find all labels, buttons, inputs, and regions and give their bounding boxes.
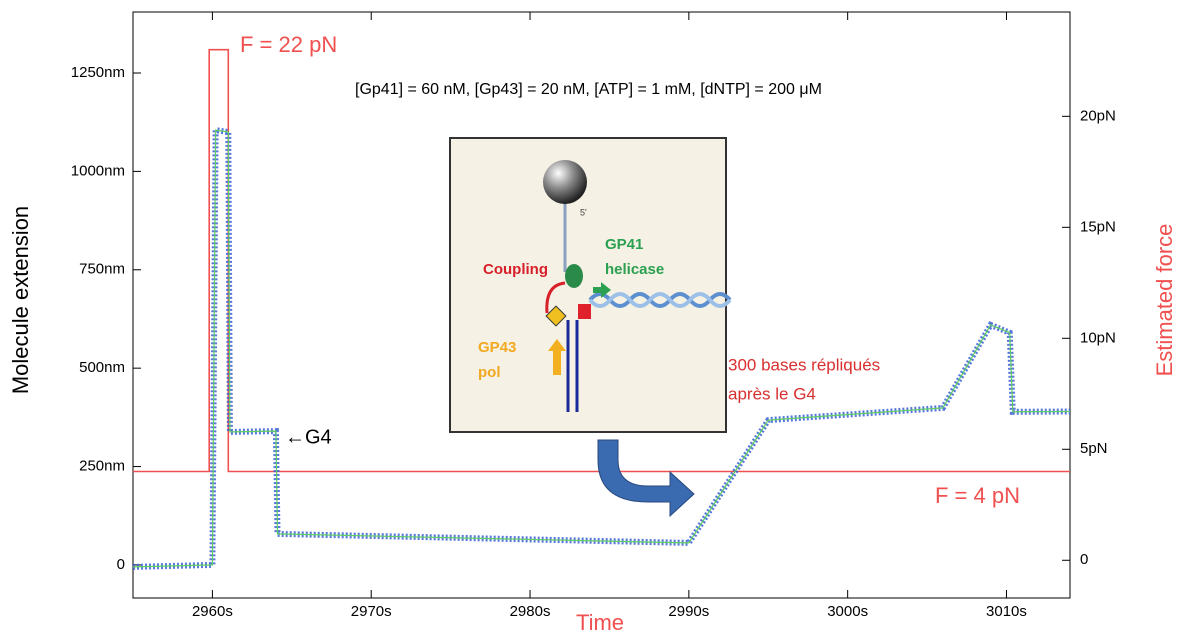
pol-arrow bbox=[548, 339, 566, 375]
y-tick-label: 1250nm bbox=[71, 64, 125, 81]
plot-frame bbox=[132, 11, 1071, 599]
polymerase bbox=[545, 305, 567, 327]
x-tick-label: 2960s bbox=[192, 603, 233, 620]
inset-label: helicase bbox=[605, 261, 664, 278]
bead bbox=[543, 160, 587, 204]
y-tick-label: 1000nm bbox=[71, 162, 125, 179]
x-tick-label: 2970s bbox=[351, 603, 392, 620]
y2-axis-title: Estimated force bbox=[1152, 224, 1177, 377]
x-tick-label: 2980s bbox=[510, 603, 551, 620]
y2-tick-label: 20pN bbox=[1080, 107, 1116, 124]
y-tick-label: 0 bbox=[117, 556, 125, 573]
helix bbox=[588, 292, 732, 308]
y-tick-label: 500nm bbox=[79, 359, 125, 376]
inset: 5' Coupling GP41 helicase GP43 pol bbox=[449, 137, 732, 433]
y2-tick-label: 0 bbox=[1080, 551, 1088, 568]
x-axis-title: Time bbox=[576, 610, 624, 635]
annotation: F = 22 pN bbox=[240, 32, 337, 57]
y-tick-label: 250nm bbox=[79, 458, 125, 475]
helix bbox=[588, 292, 732, 308]
annotation: après le G4 bbox=[728, 384, 816, 403]
inset-label: GP43 bbox=[478, 339, 516, 356]
inset-label: pol bbox=[478, 364, 501, 381]
helicase bbox=[565, 264, 583, 288]
series-line bbox=[132, 129, 1071, 568]
inset-label: Coupling bbox=[483, 261, 548, 278]
curved-arrow bbox=[597, 439, 695, 518]
coupling-link bbox=[545, 281, 566, 314]
inset-label: 5' bbox=[580, 207, 587, 217]
x-tick-label: 2990s bbox=[668, 603, 709, 620]
x-tick-label: 3010s bbox=[986, 603, 1027, 620]
y2-tick-label: 10pN bbox=[1080, 329, 1116, 346]
annotation: ←G4 bbox=[285, 426, 332, 448]
y2-tick-label: 15pN bbox=[1080, 218, 1116, 235]
annotation: [Gp41] = 60 nM, [Gp43] = 20 nM, [ATP] = … bbox=[355, 81, 822, 98]
y-axis-title: Molecule extension bbox=[8, 206, 33, 394]
plot: 2960s 2970s 2980s 2990s 3000s 3010s 0 250nm 500n… bbox=[71, 12, 1116, 620]
y-tick-label: 750nm bbox=[79, 261, 125, 278]
x-tick-label: 3000s bbox=[827, 603, 868, 620]
helicase-arrow bbox=[593, 282, 611, 298]
annotation: F = 4 pN bbox=[935, 483, 1020, 508]
inset-box bbox=[449, 137, 727, 433]
annotation: 300 bases répliqués bbox=[728, 355, 880, 374]
red-block bbox=[578, 304, 591, 319]
inset-label: GP41 bbox=[605, 236, 643, 253]
y2-tick-label: 5pN bbox=[1080, 440, 1108, 457]
series-line bbox=[133, 48, 1070, 473]
